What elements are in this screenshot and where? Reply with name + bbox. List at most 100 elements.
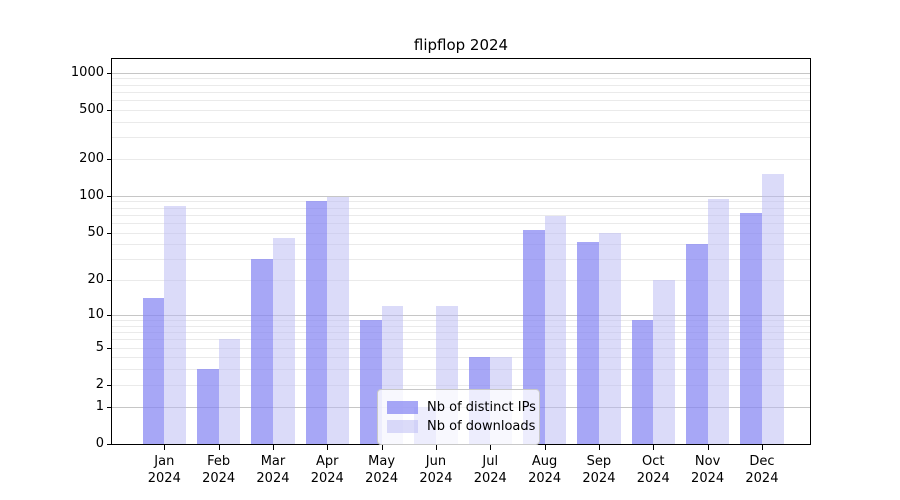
distinct-ips-bar <box>197 369 219 444</box>
x-tick-label: Mar 2024 <box>243 453 303 487</box>
x-tick-mark <box>327 445 329 450</box>
x-tick-label: Feb 2024 <box>189 453 249 487</box>
minor-gridline <box>112 84 810 86</box>
minor-gridline <box>112 201 810 203</box>
minor-gridline <box>112 158 810 160</box>
year-label: 2024 <box>202 471 236 486</box>
x-tick-mark <box>490 445 492 450</box>
minor-gridline <box>112 357 810 359</box>
y-tick-mark <box>107 444 112 445</box>
y-tick-mark <box>107 315 112 317</box>
chart-title: flipflop 2024 <box>413 36 509 54</box>
y-tick-label: 50 <box>87 224 104 240</box>
x-tick-label: Jul 2024 <box>460 453 520 487</box>
major-gridline <box>112 72 810 74</box>
y-tick-mark <box>107 406 112 408</box>
year-label: 2024 <box>365 471 399 486</box>
major-gridline <box>112 195 810 197</box>
year-label: 2024 <box>310 471 344 486</box>
minor-gridline <box>112 332 810 334</box>
month-label: Sep <box>586 454 612 469</box>
minor-gridline <box>112 91 810 93</box>
distinct-ips-bar <box>740 212 762 444</box>
x-tick-mark <box>598 445 600 450</box>
minor-gridline <box>112 244 810 246</box>
minor-gridline <box>112 207 810 209</box>
y-tick-label: 20 <box>87 272 104 288</box>
distinct-ips-bar <box>631 320 654 444</box>
year-label: 2024 <box>528 471 562 486</box>
x-tick-label: Dec 2024 <box>732 453 792 487</box>
right-spine <box>810 58 811 445</box>
minor-gridline <box>112 259 810 261</box>
minor-gridline <box>112 121 810 123</box>
y-tick-mark <box>107 158 112 160</box>
y-tick-mark <box>107 347 112 349</box>
year-label: 2024 <box>582 471 616 486</box>
minor-gridline <box>112 347 810 349</box>
y-tick-label: 1000 <box>70 64 104 80</box>
month-label: Feb <box>207 454 231 469</box>
month-label: Mar <box>260 454 286 469</box>
x-tick-mark <box>544 445 546 450</box>
y-tick-label: 500 <box>79 101 104 117</box>
month-label: May <box>368 454 396 469</box>
distinct-ips-bar <box>142 298 165 444</box>
distinct-ips-bar <box>577 241 599 444</box>
distinct-ips-bar <box>305 201 328 444</box>
y-tick-mark <box>107 195 112 197</box>
y-tick-mark <box>107 109 112 111</box>
month-label: Oct <box>642 454 665 469</box>
x-tick-label: Sep 2024 <box>569 453 629 487</box>
x-tick-label: Jun 2024 <box>406 453 466 487</box>
minor-gridline <box>112 339 810 341</box>
y-tick-mark <box>107 232 112 234</box>
downloads-bar <box>272 238 295 444</box>
minor-gridline <box>112 320 810 322</box>
y-tick-label: 100 <box>79 187 104 203</box>
distinct-ips-bar <box>686 244 708 444</box>
downloads-bar <box>653 280 675 444</box>
legend-label-distinct-ips: Nb of distinct IPs <box>427 400 536 415</box>
year-label: 2024 <box>473 471 507 486</box>
y-tick-mark <box>107 72 112 74</box>
month-label: Jun <box>425 454 447 469</box>
y-tick-mark <box>107 280 112 282</box>
x-tick-label: Oct 2024 <box>623 453 683 487</box>
distinct-ips-swatch <box>387 401 418 414</box>
year-label: 2024 <box>256 471 290 486</box>
downloads-bar <box>598 232 621 444</box>
y-tick-label: 10 <box>87 307 104 323</box>
month-label: Apr <box>316 454 339 469</box>
downloads-bar <box>327 196 349 444</box>
minor-gridline <box>112 280 810 282</box>
minor-gridline <box>112 214 810 216</box>
x-tick-mark <box>707 445 709 450</box>
downloads-bar <box>164 206 186 444</box>
x-tick-label: Jan 2024 <box>134 453 194 487</box>
top-spine <box>111 58 811 59</box>
major-gridline <box>112 315 810 317</box>
month-label: Jul <box>482 454 499 469</box>
y-tick-label: 200 <box>79 150 104 166</box>
x-tick-label: May 2024 <box>352 453 412 487</box>
legend-item-distinct-ips: Nb of distinct IPs <box>387 400 539 415</box>
y-tick-label: 5 <box>95 339 104 355</box>
y-tick-label: 0 <box>95 436 104 451</box>
minor-gridline <box>112 222 810 224</box>
year-label: 2024 <box>691 471 725 486</box>
legend: Nb of distinct IPs Nb of downloads <box>377 389 540 445</box>
minor-gridline <box>112 109 810 111</box>
left-spine <box>111 58 112 445</box>
downloads-swatch <box>387 420 418 433</box>
legend-label-downloads: Nb of downloads <box>427 419 536 434</box>
x-tick-mark <box>272 445 274 450</box>
minor-gridline <box>112 99 810 101</box>
minor-gridline <box>112 369 810 371</box>
distinct-ips-bar <box>360 320 382 444</box>
y-tick-label: 2 <box>95 376 104 392</box>
month-label: Nov <box>694 454 721 469</box>
x-tick-label: Aug 2024 <box>515 453 575 487</box>
x-tick-mark <box>218 445 220 450</box>
year-label: 2024 <box>745 471 779 486</box>
